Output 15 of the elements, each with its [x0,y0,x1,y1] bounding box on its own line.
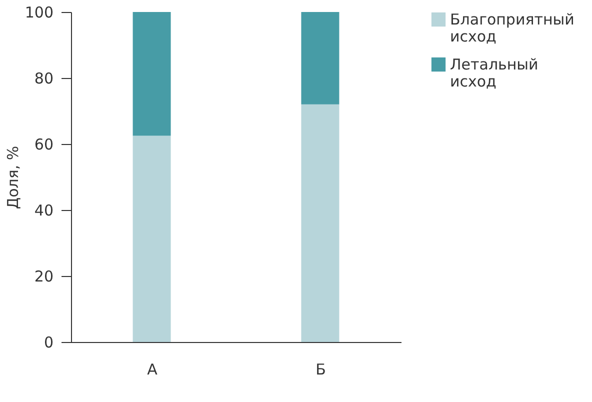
bar [132,136,171,342]
y-tick-label: 0 [44,334,54,352]
x-tick-label: Б [316,360,326,378]
legend-label: Благоприятный исход [450,10,574,46]
bar [301,104,340,342]
y-tick-label: 100 [24,4,54,22]
y-axis-title: Доля, % [4,146,22,210]
x-tick-label: А [147,360,158,378]
bar [301,12,340,104]
y-tick-label: 20 [34,268,54,286]
bar [132,12,171,136]
legend-label: Летальный исход [450,56,538,90]
y-tick-label: 60 [34,136,54,154]
y-tick-label: 80 [34,70,54,88]
y-tick-label: 40 [34,202,54,220]
